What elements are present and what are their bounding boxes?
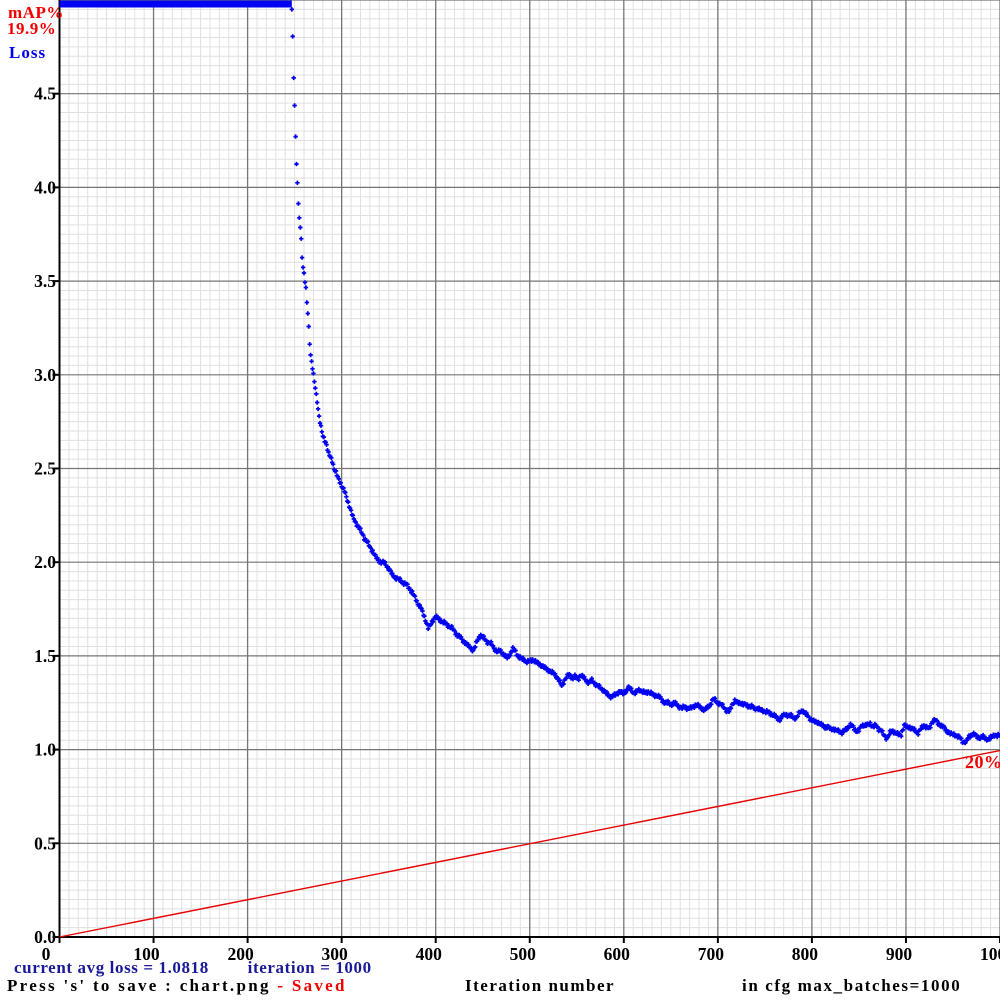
- axis-lines: [52, 0, 1000, 943]
- avg-loss-status: current avg loss = 1.0818 iteration = 10…: [14, 958, 372, 977]
- y-tick-label: 2.5: [34, 459, 56, 479]
- x-tick-label: 0: [42, 944, 51, 964]
- map-axis-label: mAP%: [8, 3, 64, 22]
- x-tick-label: 500: [510, 944, 537, 964]
- x-tick-label: 300: [322, 944, 349, 964]
- x-tick-labels: 0 100 200 300 400 500 600 700 800 900 1000: [42, 944, 1000, 964]
- x-tick-label: 800: [792, 944, 819, 964]
- loss-axis-label: Loss: [9, 43, 47, 62]
- y-tick-label: 3.0: [34, 365, 56, 385]
- map-end-percent-label: 20%: [965, 752, 1000, 772]
- y-tick-label: 2.0: [34, 552, 56, 572]
- grid-major: [58, 0, 1000, 938]
- x-tick-label: 400: [416, 944, 443, 964]
- x-tick-label: 1000: [980, 944, 1000, 964]
- y-tick-label: 1.5: [34, 646, 56, 666]
- loss-points: [289, 7, 1000, 746]
- x-tick-label: 700: [698, 944, 725, 964]
- x-tick-label: 100: [133, 944, 160, 964]
- y-tick-label: 1.0: [34, 740, 56, 760]
- x-axis-title: Iteration number: [465, 976, 616, 995]
- y-tick-label: 4.0: [34, 177, 56, 197]
- map-current-value: 19.9%: [7, 19, 57, 38]
- saved-indicator: - Saved: [277, 976, 347, 995]
- y-tick-label: 0.0: [34, 927, 56, 947]
- x-tick-label: 900: [886, 944, 913, 964]
- map-line: [59, 749, 1000, 938]
- save-status: Press 's' to save : chart.png - Saved: [7, 977, 347, 995]
- cfg-note: in cfg max_batches=1000: [742, 976, 962, 995]
- y-tick-label: 3.5: [34, 271, 56, 291]
- y-tick-label: 4.5: [34, 84, 56, 104]
- x-tick-label: 600: [604, 944, 631, 964]
- save-hint-text: Press 's' to save : chart.png: [7, 976, 278, 995]
- loss-clipped-bar: [59, 0, 292, 8]
- x-tick-label: 200: [227, 944, 254, 964]
- y-tick-labels: 0.0 0.5 1.0 1.5 2.0 2.5 3.0 3.5 4.0 4.5: [34, 84, 56, 947]
- y-tick-label: 0.5: [34, 833, 56, 853]
